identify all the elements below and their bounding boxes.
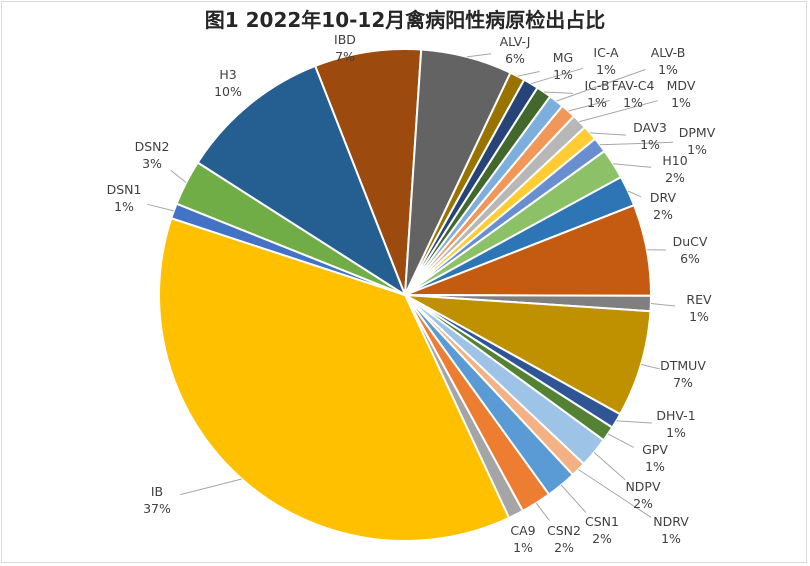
slice-pct-fav-c4: 1% bbox=[623, 95, 643, 110]
leader-line-ib bbox=[180, 478, 242, 496]
slice-pct-dsn2: 3% bbox=[142, 156, 162, 171]
slice-pct-rev: 1% bbox=[689, 309, 709, 324]
slice-label-dsn2: DSN2 bbox=[135, 139, 170, 154]
leader-line-dtmuv bbox=[640, 363, 660, 370]
leader-line-dhv-1 bbox=[616, 420, 653, 424]
pie-slices bbox=[157, 48, 653, 542]
slice-pct-ic-a: 1% bbox=[596, 62, 616, 77]
leader-line-ic-a bbox=[530, 67, 584, 85]
leader-line-csn1 bbox=[560, 484, 587, 513]
leader-line-drv bbox=[627, 190, 642, 198]
slice-label-dtmuv: DTMUV bbox=[660, 358, 706, 373]
slice-label-ducv: DuCV bbox=[673, 234, 708, 249]
leader-line-alv-j bbox=[466, 53, 492, 58]
leader-line-h10 bbox=[613, 163, 652, 168]
leader-line-fav-c4 bbox=[568, 99, 610, 112]
slice-pct-ndrv: 1% bbox=[661, 531, 681, 546]
leader-line-dsn1 bbox=[147, 203, 174, 212]
leader-line-csn2 bbox=[535, 502, 550, 521]
leader-line-ndrv bbox=[578, 469, 652, 518]
slice-label-mdv: MDV bbox=[667, 78, 696, 93]
slice-label-dav3: DAV3 bbox=[633, 120, 667, 135]
pie-slice-ib bbox=[157, 216, 511, 542]
slice-pct-mg: 1% bbox=[553, 67, 573, 82]
slice-label-dhv-1: DHV-1 bbox=[656, 408, 695, 423]
leader-line-mg bbox=[517, 71, 540, 77]
leader-line-dpmv bbox=[599, 141, 674, 146]
leader-line-ndpv bbox=[593, 452, 626, 480]
slice-label-mg: MG bbox=[553, 50, 573, 65]
slice-pct-mdv: 1% bbox=[671, 95, 691, 110]
leader-line-mdv bbox=[579, 100, 658, 123]
slice-pct-gpv: 1% bbox=[645, 459, 665, 474]
slice-label-gpv: GPV bbox=[642, 442, 668, 457]
slice-pct-alv-j: 6% bbox=[505, 51, 525, 66]
leader-line-alv-b bbox=[556, 69, 646, 102]
slice-label-csn2: CSN2 bbox=[547, 523, 581, 538]
slice-pct-ducv: 6% bbox=[680, 251, 700, 266]
slice-pct-ib: 37% bbox=[143, 501, 171, 516]
slice-label-csn1: CSN1 bbox=[585, 514, 619, 529]
slice-pct-dav3: 1% bbox=[640, 137, 660, 152]
slice-pct-h3: 10% bbox=[214, 84, 242, 99]
slice-label-ib: IB bbox=[151, 484, 163, 499]
slice-label-ic-b: IC-B bbox=[584, 78, 609, 93]
slice-label-ca9: CA9 bbox=[510, 523, 535, 538]
slice-pct-ibd: 7% bbox=[335, 49, 355, 64]
slice-pct-h10: 2% bbox=[665, 170, 685, 185]
slice-label-fav-c4: FAV-C4 bbox=[612, 78, 655, 93]
leader-line-ic-b bbox=[543, 91, 574, 94]
slice-label-dsn1: DSN1 bbox=[107, 182, 142, 197]
slice-label-drv: DRV bbox=[650, 190, 677, 205]
slice-pct-csn2: 2% bbox=[554, 540, 574, 555]
slice-label-ndpv: NDPV bbox=[625, 479, 661, 494]
pie-slice-ibd bbox=[313, 48, 423, 296]
slice-label-ndrv: NDRV bbox=[653, 514, 689, 529]
leader-lines bbox=[147, 53, 676, 521]
slice-pct-ndpv: 2% bbox=[633, 496, 653, 511]
slice-label-ic-a: IC-A bbox=[593, 45, 619, 60]
leader-line-dav3 bbox=[589, 132, 627, 136]
slice-pct-ic-b: 1% bbox=[587, 95, 607, 110]
slice-pct-csn1: 2% bbox=[592, 531, 612, 546]
slice-label-alv-j: ALV-J bbox=[500, 34, 531, 49]
slice-pct-dsn1: 1% bbox=[114, 199, 134, 214]
leader-line-gpv bbox=[607, 433, 634, 448]
leader-line-rev bbox=[650, 303, 676, 307]
slice-label-h3: H3 bbox=[219, 67, 236, 82]
slice-pct-dhv-1: 1% bbox=[666, 425, 686, 440]
slice-pct-ca9: 1% bbox=[513, 540, 533, 555]
slice-label-rev: REV bbox=[686, 292, 712, 307]
slice-pct-drv: 2% bbox=[653, 207, 673, 222]
slice-label-alv-b: ALV-B bbox=[651, 45, 686, 60]
slice-pct-alv-b: 1% bbox=[658, 62, 678, 77]
pie-slice-dtmuv bbox=[404, 294, 652, 416]
slice-pct-dpmv: 1% bbox=[687, 142, 707, 157]
pie-slice-h3 bbox=[196, 64, 408, 298]
slice-label-ibd: IBD bbox=[334, 32, 356, 47]
slice-label-dpmv: DPMV bbox=[679, 125, 716, 140]
slice-label-h10: H10 bbox=[662, 153, 687, 168]
slice-pct-dtmuv: 7% bbox=[673, 375, 693, 390]
chart-title: 图1 2022年10-12月禽病阳性病原检出占比 bbox=[204, 8, 606, 32]
leader-line-dsn2 bbox=[170, 170, 187, 183]
